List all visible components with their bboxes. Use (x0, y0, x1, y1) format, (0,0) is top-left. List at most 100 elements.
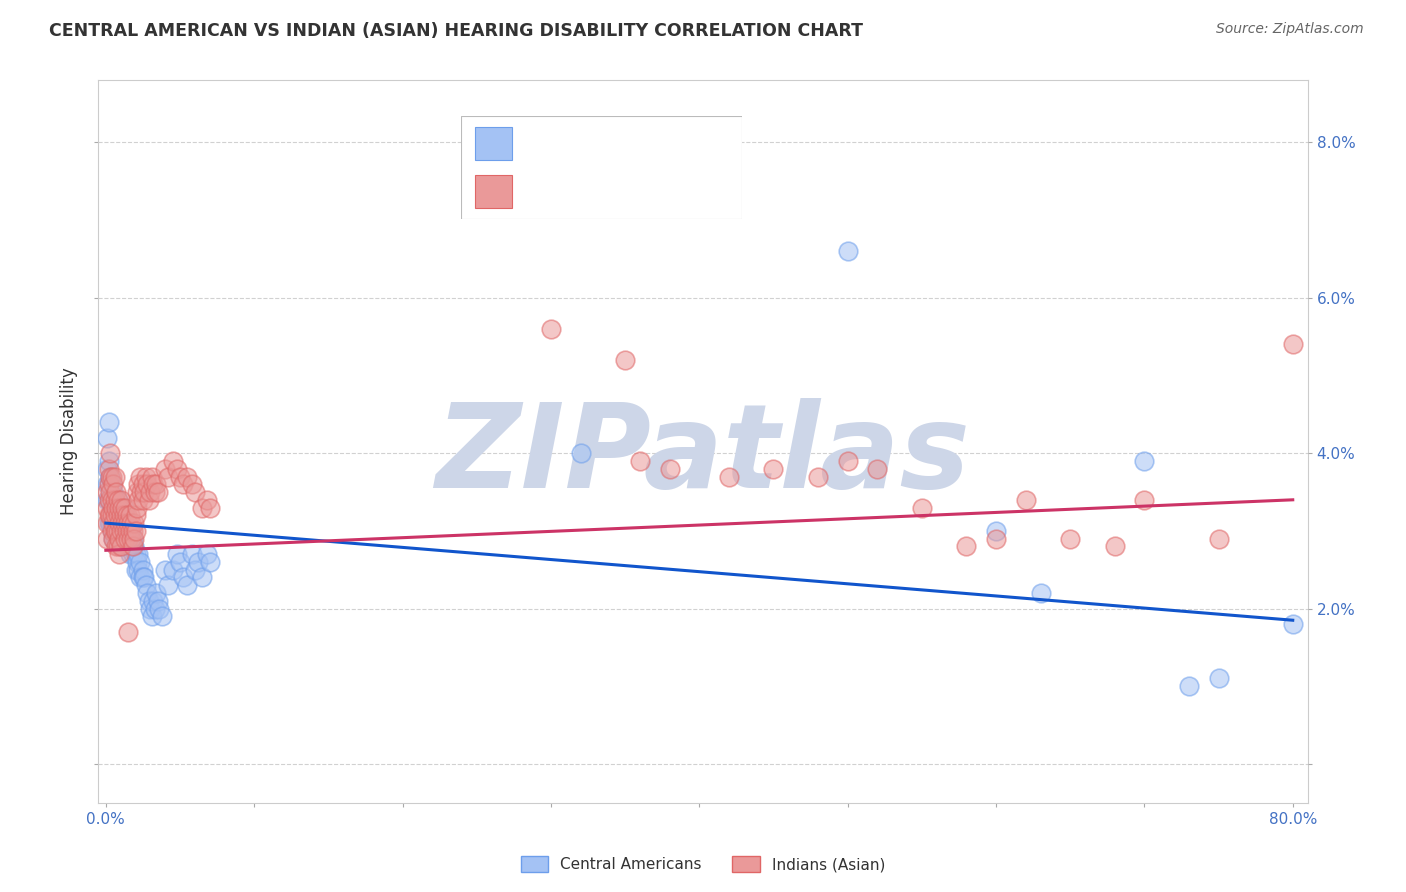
Point (111, 500, 134, 515)
Point (114, 532, 136, 546)
Point (153, 563, 176, 577)
Point (132, 477, 155, 491)
Point (1059, 532, 1081, 546)
Text: ZIPatlas: ZIPatlas (436, 399, 970, 514)
Y-axis label: Hearing Disability: Hearing Disability (60, 368, 79, 516)
Point (145, 586, 167, 600)
Point (117, 624, 139, 639)
Point (96, 485, 118, 500)
Text: N =: N = (638, 184, 675, 198)
Point (569, 446, 592, 460)
Point (105, 500, 128, 515)
Point (98, 469, 121, 483)
Point (104, 532, 127, 546)
Point (97, 461, 120, 475)
Point (127, 547, 149, 561)
Point (138, 594, 160, 608)
Point (100, 508, 122, 523)
Point (866, 461, 889, 475)
Point (132, 563, 155, 577)
Point (100, 492, 122, 507)
Point (108, 500, 131, 515)
Point (150, 609, 173, 624)
Point (136, 477, 159, 491)
Point (122, 516, 145, 530)
Point (115, 532, 138, 546)
Point (139, 485, 162, 500)
Point (104, 492, 127, 507)
Point (124, 547, 146, 561)
Point (614, 353, 637, 368)
Point (141, 609, 163, 624)
Text: R =: R = (523, 184, 558, 198)
Point (110, 540, 132, 554)
Point (111, 516, 134, 530)
Point (187, 555, 209, 569)
Point (180, 477, 202, 491)
Point (104, 469, 127, 483)
Point (107, 508, 129, 523)
Point (120, 516, 142, 530)
Point (136, 586, 159, 600)
Point (96, 492, 118, 507)
Point (97, 454, 120, 468)
Point (135, 469, 157, 483)
Point (103, 477, 125, 491)
Point (145, 477, 167, 491)
Point (1208, 532, 1230, 546)
Point (107, 492, 129, 507)
Text: -0.244: -0.244 (574, 136, 631, 151)
Point (184, 563, 207, 577)
Point (98, 469, 121, 483)
Point (131, 485, 153, 500)
Point (1178, 679, 1201, 693)
Point (112, 532, 135, 546)
Point (172, 477, 194, 491)
Point (955, 540, 977, 554)
Point (1133, 492, 1156, 507)
Point (104, 524, 127, 538)
Point (148, 601, 170, 615)
Point (97, 477, 120, 491)
Point (110, 508, 132, 523)
Point (198, 500, 221, 515)
Point (115, 508, 138, 523)
Point (96, 500, 118, 515)
Point (111, 532, 134, 546)
Point (103, 524, 125, 538)
Point (658, 461, 681, 475)
Text: 111: 111 (683, 184, 717, 198)
Point (191, 570, 214, 584)
Point (141, 469, 163, 483)
Point (117, 516, 139, 530)
Point (108, 516, 131, 530)
Point (107, 540, 129, 554)
Point (121, 524, 143, 538)
Point (105, 500, 128, 515)
FancyBboxPatch shape (461, 116, 742, 219)
Point (96, 461, 118, 475)
Point (124, 524, 146, 538)
Point (112, 500, 135, 515)
Point (184, 485, 207, 500)
Point (127, 492, 149, 507)
Point (110, 524, 132, 538)
Point (114, 508, 136, 523)
Point (103, 516, 125, 530)
Point (114, 516, 136, 530)
Point (162, 563, 184, 577)
Point (115, 516, 138, 530)
Point (146, 594, 169, 608)
Point (1104, 540, 1126, 554)
Point (176, 578, 198, 592)
Point (169, 555, 191, 569)
Point (105, 524, 128, 538)
Bar (475, 176, 512, 208)
Bar (475, 128, 512, 160)
Point (127, 563, 149, 577)
Point (112, 524, 135, 538)
Point (628, 454, 651, 468)
Point (96, 532, 118, 546)
Point (1029, 586, 1052, 600)
Point (911, 500, 934, 515)
